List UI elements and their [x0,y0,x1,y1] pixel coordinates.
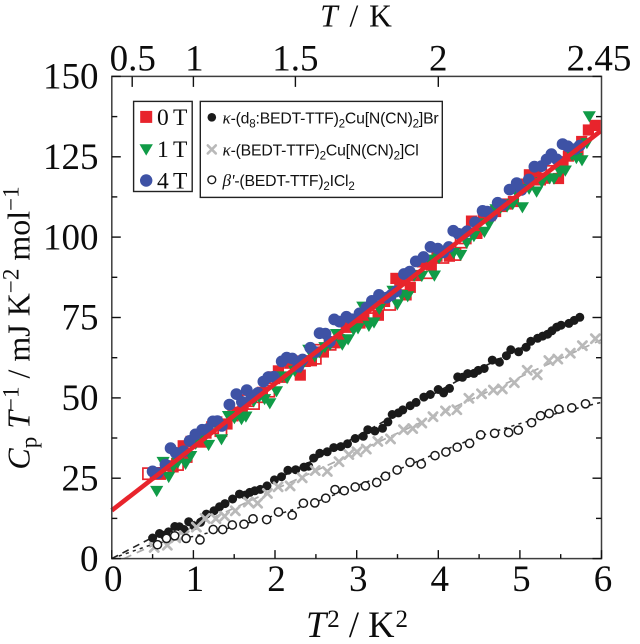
svg-text:0: 0 [104,559,123,600]
svg-text:100: 100 [43,217,99,258]
svg-text:1.5: 1.5 [272,38,318,79]
svg-text:2: 2 [429,38,448,79]
svg-text:4 T: 4 T [157,169,187,195]
svg-text:0: 0 [80,539,99,580]
svg-text:50: 50 [62,378,99,419]
svg-text:3: 3 [349,559,368,600]
svg-text:κ-(BEDT-TTF)2​Cu[N(CN)2​]Cl: κ-(BEDT-TTF)2​Cu[N(CN)2​]Cl [223,140,419,162]
svg-text:0.5: 0.5 [110,38,156,79]
svg-text:25: 25 [62,458,99,499]
svg-text:5: 5 [512,559,531,600]
svg-text:β'-(BEDT-TTF)2​ICl2​: β'-(BEDT-TTF)2​ICl2​ [222,171,355,193]
svg-text:6: 6 [594,559,613,600]
svg-text:1 T: 1 T [157,137,187,163]
svg-text:T / K: T / K [320,0,392,34]
svg-text:150: 150 [43,57,99,98]
svg-text:4: 4 [431,559,450,600]
svg-text:κ-(d8​:BEDT-TTF)2​Cu[N(CN)2​]B: κ-(d8​:BEDT-TTF)2​Cu[N(CN)2​]Br [223,108,439,130]
svg-text:Cp T−1 / mJ K−2 mol−1: Cp T−1 / mJ K−2 mol−1 [0,186,42,469]
svg-text:T2 / K2: T2 / K2 [306,604,408,639]
svg-text:1: 1 [186,559,205,600]
svg-text:125: 125 [43,137,99,178]
svg-text:0 T: 0 T [157,105,187,131]
svg-text:2.45: 2.45 [567,38,632,79]
svg-text:75: 75 [62,298,99,339]
svg-text:2: 2 [267,559,286,600]
svg-text:1: 1 [185,38,204,79]
